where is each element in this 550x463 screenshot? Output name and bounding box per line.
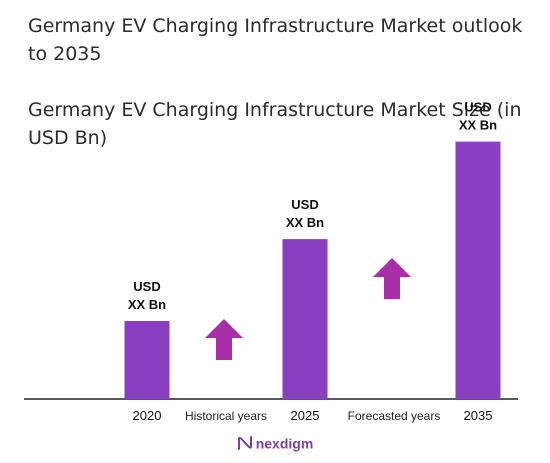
growth-arrow-icon-forecast <box>373 258 411 299</box>
data-label-2020-line1: USD <box>133 279 160 294</box>
chart-title: Germany EV Charging Infrastructure Marke… <box>28 15 523 65</box>
bar-2035 <box>455 141 501 399</box>
x-tick-label-2035: 2035 <box>464 408 493 423</box>
bar-2020 <box>124 321 170 399</box>
data-label-2035-line1: USD <box>464 100 491 115</box>
growth-arrow-icon-historical <box>205 319 243 360</box>
period-label-historical: Historical years <box>185 409 267 423</box>
x-tick-label-2025: 2025 <box>291 408 320 423</box>
brand-logo: nexdigm <box>0 434 550 451</box>
brand-name: nexdigm <box>255 435 314 452</box>
bar-2025 <box>282 239 328 399</box>
data-label-2025-line1: USD <box>291 197 318 212</box>
nexdigm-logo-icon <box>237 436 252 451</box>
data-label-2025-line2: XX Bn <box>286 215 324 230</box>
data-label-2020-line2: XX Bn <box>128 297 166 312</box>
data-label-2035-line2: XX Bn <box>459 118 497 133</box>
x-tick-label-2020: 2020 <box>133 408 162 423</box>
chart-subtitle: Germany EV Charging Infrastructure Marke… <box>28 99 522 149</box>
period-label-forecasted: Forecasted years <box>348 409 441 423</box>
